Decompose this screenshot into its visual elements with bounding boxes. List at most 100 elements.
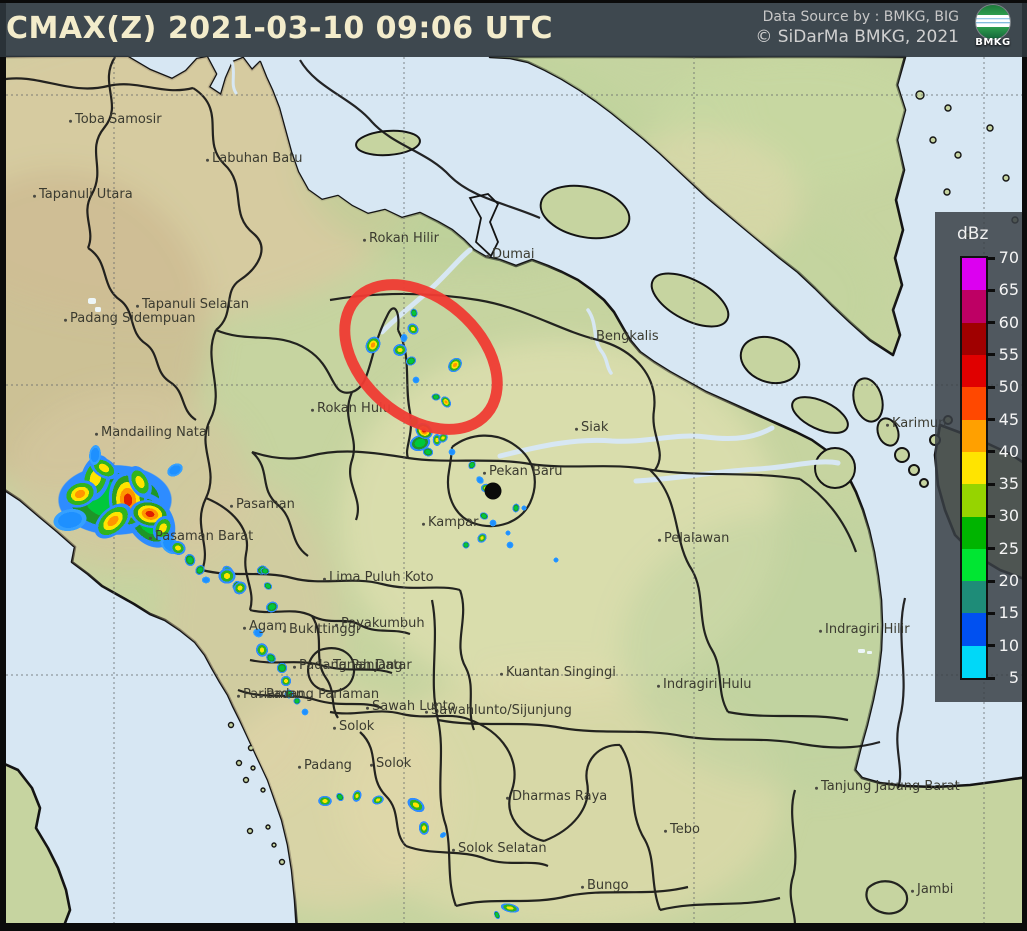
label-marker-dot <box>335 623 338 627</box>
map-label: Bukittinggi <box>283 622 359 637</box>
legend-tick-label: 25 <box>998 538 1019 558</box>
label-text: Siak <box>581 419 609 435</box>
map-label: Sawah Lunto <box>366 699 456 714</box>
map-label: Siak <box>575 420 608 435</box>
legend-segment <box>962 516 986 549</box>
label-text: Tebo <box>670 821 700 837</box>
label-marker-dot <box>363 238 366 242</box>
map-label: Rokan Hilir <box>363 231 439 246</box>
legend-title: dBz <box>957 224 989 244</box>
legend-colorbar <box>960 256 988 680</box>
southwest-island <box>0 760 72 931</box>
map-label: Bungo <box>581 878 629 893</box>
map-label: Bengkalis <box>590 329 659 344</box>
label-text: Mandailing Natal <box>101 424 211 440</box>
legend-tick <box>986 547 995 551</box>
label-marker-dot <box>657 684 660 688</box>
legend-segment <box>962 258 986 291</box>
label-marker-dot <box>95 432 98 436</box>
legend-segment <box>962 484 986 517</box>
label-text: Solok Selatan <box>458 840 547 856</box>
label-text: Toba Samosir <box>75 111 162 127</box>
label-text: Agam <box>249 618 287 634</box>
map-label: Tanjung Jabung Barat <box>815 779 960 794</box>
legend-tick <box>986 514 995 518</box>
label-text: Tapanuli Selatan <box>142 296 249 312</box>
legend-tick <box>986 321 995 325</box>
copyright-text: © SiDarMa BMKG, 2021 <box>755 26 959 47</box>
label-marker-dot <box>136 304 139 308</box>
label-text: Solok <box>376 755 412 771</box>
title-bar: CMAX(Z) 2021-03-10 09:06 UTC Data Source… <box>0 0 1027 57</box>
map-label: Pasaman <box>230 497 295 512</box>
legend-segment <box>962 322 986 355</box>
label-marker-dot <box>333 726 336 730</box>
legend-tick-label: 20 <box>998 571 1019 591</box>
legend-tick <box>986 353 995 357</box>
label-marker-dot <box>422 522 425 526</box>
legend-segment <box>962 613 986 646</box>
label-marker-dot <box>581 885 584 889</box>
label-text: Tanah Datar <box>333 657 412 673</box>
label-text: Padang Pariaman <box>266 686 380 702</box>
label-text: Labuhan Batu <box>212 150 303 166</box>
label-text: Padang <box>304 757 352 773</box>
map-label: Pekan Baru <box>483 464 562 479</box>
label-marker-dot <box>311 408 314 412</box>
bmkg-logo: BMKG <box>967 4 1019 54</box>
map-label: Karimun <box>886 416 946 431</box>
label-marker-dot <box>237 694 240 698</box>
label-text: Pekan Baru <box>489 463 563 479</box>
label-text: Sawahlunto/Sijunjung <box>431 702 572 718</box>
legend-tick <box>986 579 995 583</box>
label-marker-dot <box>483 471 486 475</box>
legend-tick <box>986 418 995 422</box>
label-marker-dot <box>366 706 369 710</box>
legend-tick-label: 55 <box>998 344 1019 364</box>
label-marker-dot <box>260 694 263 698</box>
label-marker-dot <box>327 665 330 669</box>
map-label: Pasaman Barat <box>149 529 253 544</box>
label-marker-dot <box>590 336 593 340</box>
label-marker-dot <box>664 829 667 833</box>
label-marker-dot <box>486 254 489 258</box>
map-label: Padang <box>298 758 352 773</box>
legend-tick-label: 45 <box>998 409 1019 429</box>
product-title: CMAX(Z) 2021-03-10 09:06 UTC <box>6 11 553 46</box>
label-text: Bukittinggi <box>289 621 360 637</box>
label-marker-dot <box>575 427 578 431</box>
map-label: Padang Panjang <box>293 658 403 673</box>
label-text: Pasaman <box>236 496 295 512</box>
map-label: Indragiri Hulu <box>657 677 751 692</box>
legend-tick-label: 60 <box>998 312 1019 332</box>
label-text: Solok <box>339 718 375 734</box>
map-label: Agam <box>243 619 287 634</box>
legend-tick-label: 40 <box>998 441 1019 461</box>
label-text: Indragiri Hilir <box>825 621 910 637</box>
label-text: Rokan Hulu <box>317 400 391 416</box>
label-marker-dot <box>149 536 152 540</box>
map-label: Tapanuli Utara <box>33 187 133 202</box>
legend-segment <box>962 645 986 679</box>
label-marker-dot <box>64 318 67 322</box>
label-text: Tapanuli Utara <box>39 186 133 202</box>
label-marker-dot <box>230 504 233 508</box>
label-marker-dot <box>323 577 326 581</box>
label-text: Jambi <box>917 881 954 897</box>
label-marker-dot <box>886 423 889 427</box>
label-marker-dot <box>370 763 373 767</box>
map-label: Mandailing Natal <box>95 425 210 440</box>
map-label: Kuantan Singingi <box>500 665 616 680</box>
label-marker-dot <box>425 710 428 714</box>
map-label: Lima Puluh Koto <box>323 570 434 585</box>
dumai-inlet <box>468 193 500 258</box>
map-label: Solok <box>333 719 374 734</box>
label-text: Indragiri Hulu <box>663 676 752 692</box>
map-label: Padang Sidempuan <box>64 311 196 326</box>
label-text: Dumai <box>492 246 535 262</box>
map-label: Tanah Datar <box>327 658 412 673</box>
legend-tick-label: 70 <box>998 248 1019 267</box>
map-label: Payakumbuh <box>335 616 425 631</box>
label-text: Bengkalis <box>596 328 659 344</box>
